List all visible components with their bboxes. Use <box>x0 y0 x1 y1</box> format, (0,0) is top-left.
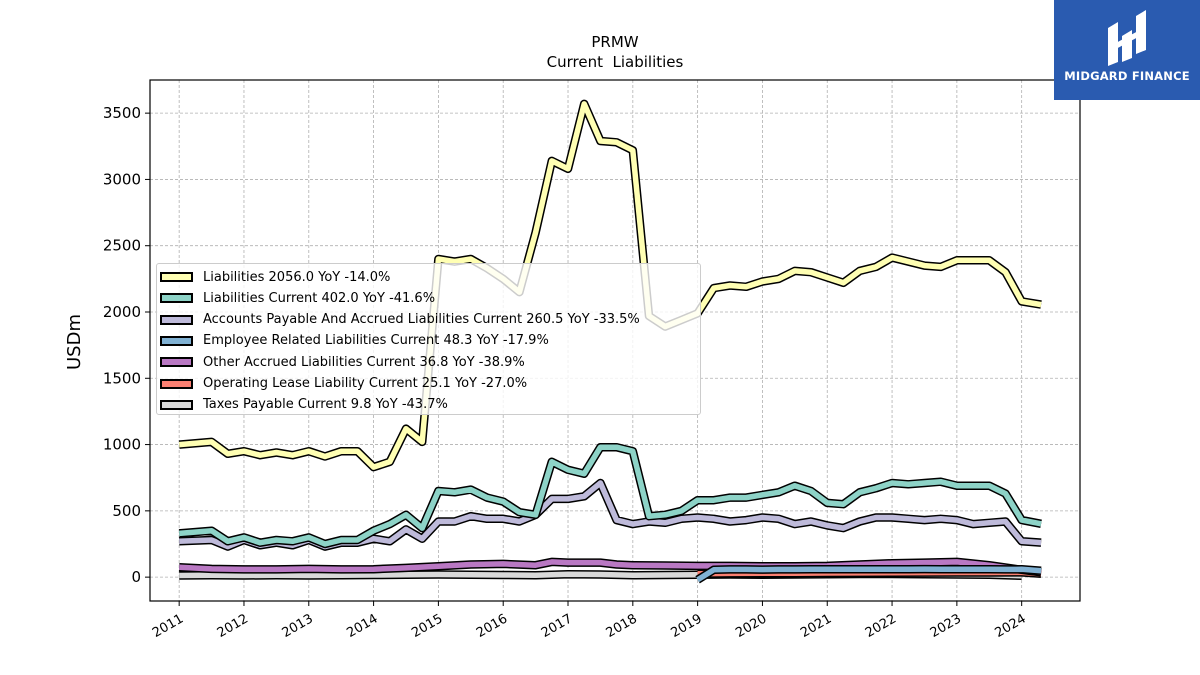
legend-swatch <box>160 378 193 389</box>
legend-item: Operating Lease Liability Current 25.1 Y… <box>160 376 527 392</box>
x-tick-label: 2022 <box>863 611 899 641</box>
legend-swatch <box>160 314 193 325</box>
x-tick-label: 2018 <box>604 611 640 641</box>
legend-item: Liabilities Current 402.0 YoY -41.6% <box>160 290 435 306</box>
x-tick-label: 2023 <box>928 611 964 641</box>
legend-item: Other Accrued Liabilities Current 36.8 Y… <box>160 354 525 370</box>
chart-subtitle: Current Liabilities <box>547 53 684 71</box>
series-stroke <box>178 101 1042 470</box>
y-axis-label: USDm <box>64 314 85 370</box>
x-tick-label: 2013 <box>280 611 316 641</box>
legend-label: Liabilities 2056.0 YoY -14.0% <box>203 269 391 285</box>
x-tick-label: 2017 <box>539 611 575 641</box>
y-tick-label: 1500 <box>103 369 141 387</box>
legend-swatch <box>160 335 193 346</box>
series-line <box>178 99 1042 472</box>
y-tick-label: 500 <box>112 502 141 520</box>
x-tick-label: 2012 <box>215 611 251 641</box>
legend-label: Other Accrued Liabilities Current 36.8 Y… <box>203 354 525 370</box>
series-stroke <box>178 444 1042 547</box>
x-tick-label: 2024 <box>993 611 1029 641</box>
chart-legend: Liabilities 2056.0 YoY -14.0% Liabilities… <box>156 263 701 415</box>
logo-mark-icon <box>1108 10 1146 66</box>
legend-label: Operating Lease Liability Current 25.1 Y… <box>203 376 528 391</box>
series-line <box>695 564 1042 584</box>
y-tick-label: 1000 <box>103 436 141 454</box>
series-stroke <box>179 559 1042 576</box>
x-tick-label: 2020 <box>733 611 769 641</box>
y-tick-label: 3500 <box>103 104 141 122</box>
x-tick-label: 2015 <box>409 611 445 641</box>
legend-label: Taxes Payable Current 9.8 YoY -43.7% <box>203 397 448 413</box>
legend-swatch <box>160 357 193 368</box>
legend-label: Liabilities Current 402.0 YoY -41.6% <box>203 290 436 306</box>
x-tick-label: 2011 <box>150 611 186 641</box>
legend-label: Accounts Payable And Accrued Liabilities… <box>203 312 640 328</box>
y-tick-label: 3000 <box>103 170 141 188</box>
x-tick-label: 2021 <box>798 611 834 641</box>
x-tick-label: 2019 <box>668 611 704 641</box>
legend-item: Accounts Payable And Accrued Liabilities… <box>160 312 640 328</box>
logo-text: MIDGARD FINANCE <box>1064 69 1190 83</box>
chart-title: PRMW <box>591 33 638 51</box>
series-line <box>178 442 1042 549</box>
legend-label: Employee Related Liabilities Current 48.… <box>203 333 549 349</box>
legend-swatch <box>160 399 193 410</box>
y-tick-label: 2000 <box>103 303 141 321</box>
series-stroke <box>696 566 1042 583</box>
series-line <box>178 557 1042 577</box>
x-tick-label: 2016 <box>474 611 510 641</box>
brand-logo: MIDGARD FINANCE <box>1054 0 1200 100</box>
x-tick-label: 2014 <box>344 611 380 641</box>
y-tick-label: 0 <box>131 568 141 586</box>
y-tick-label: 2500 <box>103 237 141 255</box>
legend-item: Employee Related Liabilities Current 48.… <box>160 333 549 349</box>
legend-swatch <box>160 272 193 282</box>
legend-item: Taxes Payable Current 9.8 YoY -43.7% <box>160 397 448 413</box>
legend-item: Liabilities 2056.0 YoY -14.0% <box>160 269 390 285</box>
legend-swatch <box>160 293 193 304</box>
plot-frame <box>149 79 1081 602</box>
